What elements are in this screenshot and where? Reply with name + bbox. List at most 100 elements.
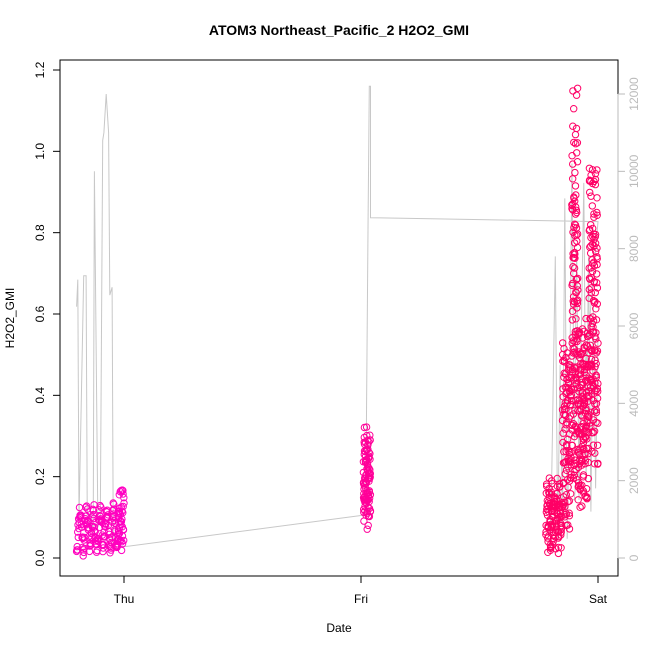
data-point — [118, 540, 127, 548]
data-point — [573, 299, 582, 308]
data-point — [562, 466, 571, 474]
data-point — [590, 427, 599, 435]
data-point — [593, 166, 601, 174]
data-point — [366, 473, 374, 481]
y2-tick-label: 12000 — [627, 77, 641, 111]
x-axis: Thu Fri Sat — [114, 575, 608, 606]
data-point — [80, 548, 88, 557]
data-point — [562, 491, 570, 499]
data-point — [568, 316, 576, 324]
data-point — [573, 282, 581, 290]
data-point — [592, 359, 600, 368]
data-point — [120, 499, 128, 507]
chart-title: ATOM3 Northeast_Pacific_2 H2O2_GMI — [209, 22, 469, 38]
data-point — [591, 297, 599, 306]
data-point — [591, 449, 599, 457]
data-point — [572, 465, 580, 474]
data-point — [593, 284, 602, 292]
data-point — [572, 376, 580, 384]
data-point — [580, 362, 589, 371]
data-point — [571, 220, 579, 228]
data-point — [580, 445, 588, 453]
data-point — [587, 355, 596, 364]
x-tick-label: Fri — [354, 592, 368, 606]
data-point — [583, 332, 592, 341]
data-point — [578, 325, 587, 333]
data-point — [550, 528, 558, 537]
y-tick-label: 0.6 — [33, 305, 47, 322]
data-point — [572, 91, 581, 99]
y-axis-label: H2O2_GMI — [3, 288, 17, 349]
data-point — [593, 211, 601, 220]
data-point — [591, 230, 600, 239]
data-point — [561, 511, 569, 519]
data-point — [365, 494, 374, 503]
data-point — [569, 122, 577, 130]
data-point — [561, 425, 569, 433]
data-point — [119, 486, 127, 495]
data-point — [591, 175, 600, 184]
y2-tick-label: 8000 — [627, 235, 641, 262]
data-point — [570, 269, 578, 278]
data-point — [571, 168, 579, 177]
data-point — [584, 474, 593, 483]
data-point — [591, 288, 599, 297]
y-tick-label: 1.0 — [33, 143, 47, 160]
x-axis-label: Date — [326, 621, 352, 635]
data-point — [571, 221, 580, 229]
data-point — [97, 503, 105, 511]
data-point — [594, 379, 602, 388]
data-point — [366, 449, 374, 458]
data-point — [586, 345, 594, 353]
y-axis-left: 0.0 0.2 0.4 0.6 0.8 1.0 1.2 — [33, 61, 61, 566]
data-point — [582, 485, 591, 493]
data-point — [557, 544, 565, 552]
data-point — [110, 505, 118, 514]
data-point — [573, 230, 582, 238]
data-point — [594, 387, 602, 396]
data-point — [565, 509, 573, 517]
data-point — [565, 525, 574, 533]
data-point — [567, 461, 575, 469]
data-point — [593, 384, 602, 393]
data-point — [581, 397, 589, 405]
data-point — [594, 419, 602, 427]
data-point — [567, 454, 575, 462]
data-point — [574, 274, 582, 283]
data-point — [592, 305, 600, 313]
data-point — [557, 531, 565, 539]
data-point — [587, 289, 595, 297]
data-point — [119, 490, 127, 498]
data-point — [576, 370, 585, 378]
data-point — [581, 460, 589, 468]
data-point — [582, 341, 590, 349]
data-point — [593, 208, 601, 217]
data-point — [579, 334, 587, 342]
data-point — [570, 105, 578, 113]
data-point — [555, 480, 564, 488]
y2-tick-label: 0 — [627, 554, 641, 561]
data-point — [573, 335, 581, 343]
data-point — [571, 337, 579, 346]
data-point — [593, 194, 601, 202]
data-point — [565, 497, 573, 505]
y-tick-label: 1.2 — [33, 61, 47, 78]
data-point — [587, 221, 595, 229]
data-point — [578, 502, 586, 510]
data-point — [366, 431, 374, 439]
data-point — [591, 180, 600, 189]
x-tick-label: Sat — [589, 592, 608, 606]
data-point — [589, 224, 597, 233]
data-point — [110, 500, 118, 508]
data-point — [100, 541, 108, 549]
altitude-line-layer — [76, 85, 599, 552]
data-point — [593, 394, 602, 403]
data-point — [571, 250, 579, 259]
data-point — [577, 351, 585, 359]
data-point — [366, 491, 375, 499]
data-point — [366, 466, 374, 474]
data-point — [593, 255, 601, 263]
data-point — [587, 249, 595, 257]
data-point — [566, 400, 575, 409]
data-point — [587, 171, 595, 179]
